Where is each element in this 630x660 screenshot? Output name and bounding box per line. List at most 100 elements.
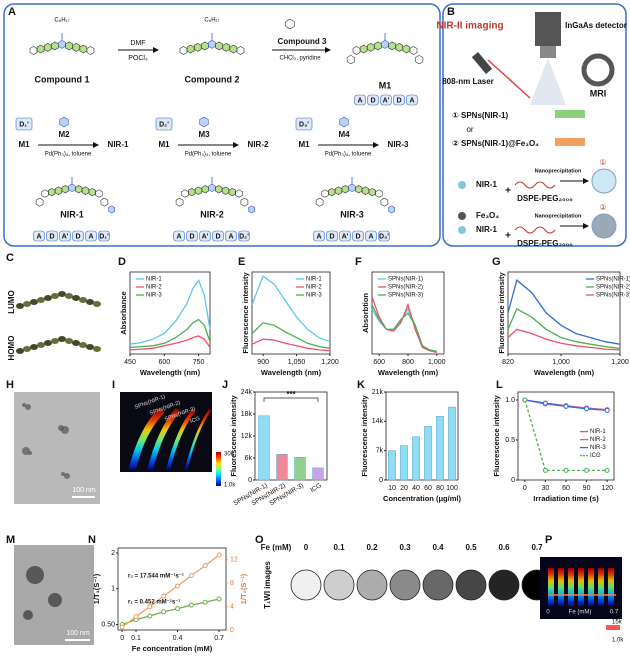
label: M2 [58,130,70,139]
ring [388,205,396,214]
legend-label: SPNs(NIR-2) [388,285,423,291]
unit-label: D₁' [99,233,109,240]
label: 15k [612,620,623,626]
label: POCl₃ [128,55,148,62]
label: 0 [546,610,550,616]
label: 100 nm [66,630,90,637]
orbital-lobe [51,338,59,344]
panel-letter: E [238,256,245,268]
label: T₁WI images [263,561,272,609]
legend-label: NIR-2 [590,437,606,443]
label: 0 [304,543,309,552]
ring [194,43,202,52]
y-tick-label: 0.5 [505,437,515,444]
x-tick-label: 750 [193,359,205,366]
panel-letter: J [222,379,228,391]
x-tick-label: 100 [446,485,458,492]
point [175,583,181,589]
point [202,563,208,569]
nanoparticle [61,472,65,476]
donor-badge [295,117,313,131]
label: 1.0k [224,483,236,489]
panel-letter: A [8,6,16,18]
unit-label: A [316,233,321,240]
tube-signal [608,568,614,606]
annotation: *** [286,390,296,399]
label: or [466,125,473,134]
x-axis-label: Irradiation time (s) [533,494,599,503]
unit-badge [225,230,237,242]
bar [388,450,396,481]
label: C₈H₁₇ [204,18,219,24]
label: ① [599,158,606,167]
y-tick-label: 0 [248,477,252,484]
legend-label: NIR-3 [590,445,606,451]
unit-label: D₂' [239,233,249,240]
unit-badge [406,94,418,106]
unit-label: D [189,233,194,240]
plot-frame [251,271,331,355]
ring [79,44,88,54]
unit-badge [354,94,366,106]
x-tick-label: 820 [502,359,514,366]
ring [235,189,243,198]
y-tick-label: 18k [241,411,253,418]
y-tick-label: 1 [111,586,115,593]
unit-badge [378,230,390,242]
unit-badge [313,230,325,242]
legend-label: NIR-3 [306,293,322,299]
panel-letter: M [6,534,15,546]
tube-signal [558,568,564,606]
unit-label: A [36,233,41,240]
label: LUMO [7,290,16,314]
series-line [129,335,211,351]
ring [346,54,355,65]
label: 0.2 [366,543,378,552]
label: ICG [190,416,201,425]
y2-tick-label: 12 [230,557,238,564]
tube-signal [588,568,594,606]
label: Fe₃O₄ [476,211,499,220]
ring [381,40,389,49]
orbital-lobe [65,293,73,299]
mri-tube [422,569,454,601]
ring [375,189,383,198]
series-line [371,304,437,353]
x-tick-label: 80 [436,485,444,492]
label: InGaAs detector [565,21,627,30]
y-tick-label: 0 [379,477,383,484]
label: 0.7 [531,543,543,552]
ring [29,46,38,55]
ring [215,185,223,194]
panel-a-frame [3,3,441,247]
legend-label: NIR-2 [306,285,322,291]
ring [388,41,396,51]
ring [199,116,209,128]
label: D₂' [159,121,169,128]
point [604,467,610,473]
label: HOMO [7,336,16,361]
x-tick-label: 30 [542,485,550,492]
unit-label: A' [62,233,69,240]
series-line [251,275,331,343]
nanoparticle [25,404,31,410]
unit-label: A [357,97,362,104]
ring [194,186,203,195]
point [188,573,194,579]
x-axis-label: Concentration (μg/ml) [383,494,461,503]
y-axis-label: Fluorescence intensity [497,272,506,354]
y-axis-label: Fluorescence intensity [241,272,250,354]
x-tick-label: 1,200 [611,359,629,366]
ring [374,41,382,51]
ring [58,40,66,49]
ring [35,197,44,207]
label: DMF [130,40,145,47]
x-tick-label: 1,000 [552,359,570,366]
y-axis-label: Absorbtion [361,293,370,333]
x-tick-label: 600 [373,359,385,366]
ring [328,187,336,197]
ring [352,46,361,55]
label: Fe (mM) [569,610,592,616]
x-tick-label: 60 [424,485,432,492]
ring [51,41,59,51]
